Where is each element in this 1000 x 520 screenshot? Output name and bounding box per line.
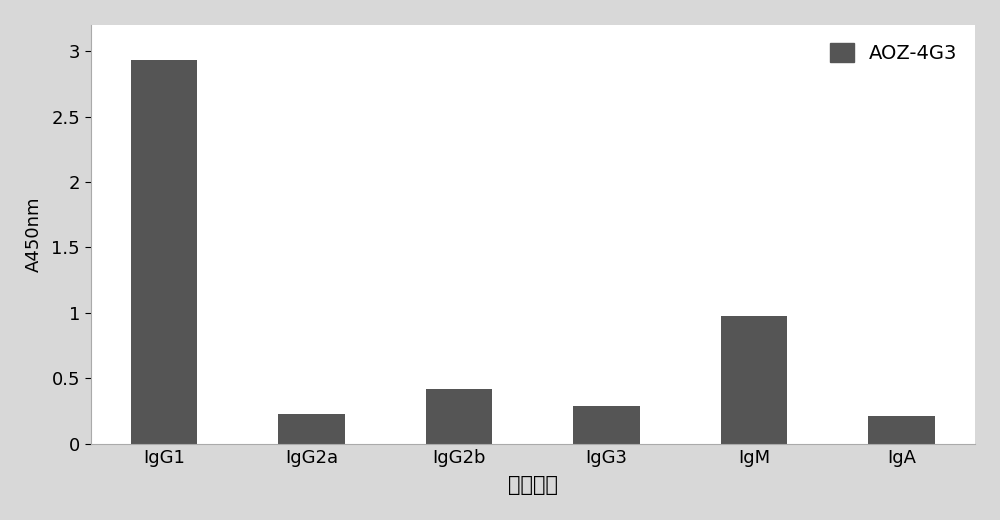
Bar [868,417,935,444]
X-axis label: 抗体亚型: 抗体亚型 [508,475,558,495]
Y-axis label: A450nm: A450nm [25,197,43,272]
Legend: AOZ-4G3: AOZ-4G3 [822,35,965,71]
Bar [278,414,345,444]
Bar [131,60,197,444]
Bar [721,316,787,444]
Bar [426,389,492,444]
Bar [573,406,640,444]
